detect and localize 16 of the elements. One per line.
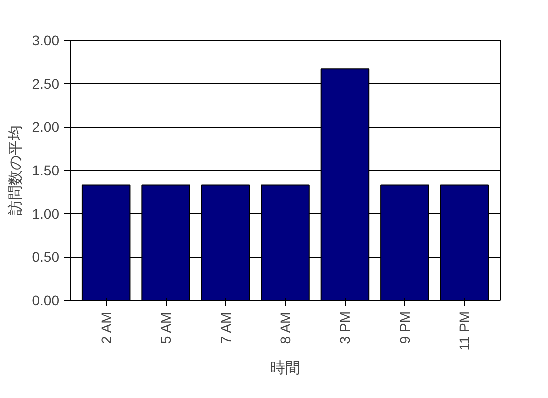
- y-tick-label: 2.00: [32, 119, 60, 136]
- y-tick-label: 1.50: [32, 162, 60, 178]
- x-axis-title: 時間: [270, 358, 300, 377]
- y-tick-label: 1.00: [32, 206, 60, 222]
- x-tick-label: 5 AM: [158, 312, 174, 344]
- y-tick-label: 2.50: [32, 76, 60, 92]
- x-tick-label: 7 AM: [218, 312, 234, 344]
- y-tick-label: 0.00: [32, 292, 60, 308]
- x-tick-label: 3 PM: [337, 311, 354, 344]
- y-axis-title: 訪問数の平均: [6, 126, 24, 216]
- x-tick-label: 9 PM: [396, 311, 413, 344]
- x-tick-label: 8 AM: [278, 312, 294, 344]
- x-tick-label: 2 AM: [98, 312, 114, 344]
- y-tick-label: 3.00: [32, 32, 60, 48]
- y-tick-label: 0.50: [32, 249, 60, 266]
- x-tick-label: 11 PM: [456, 311, 473, 351]
